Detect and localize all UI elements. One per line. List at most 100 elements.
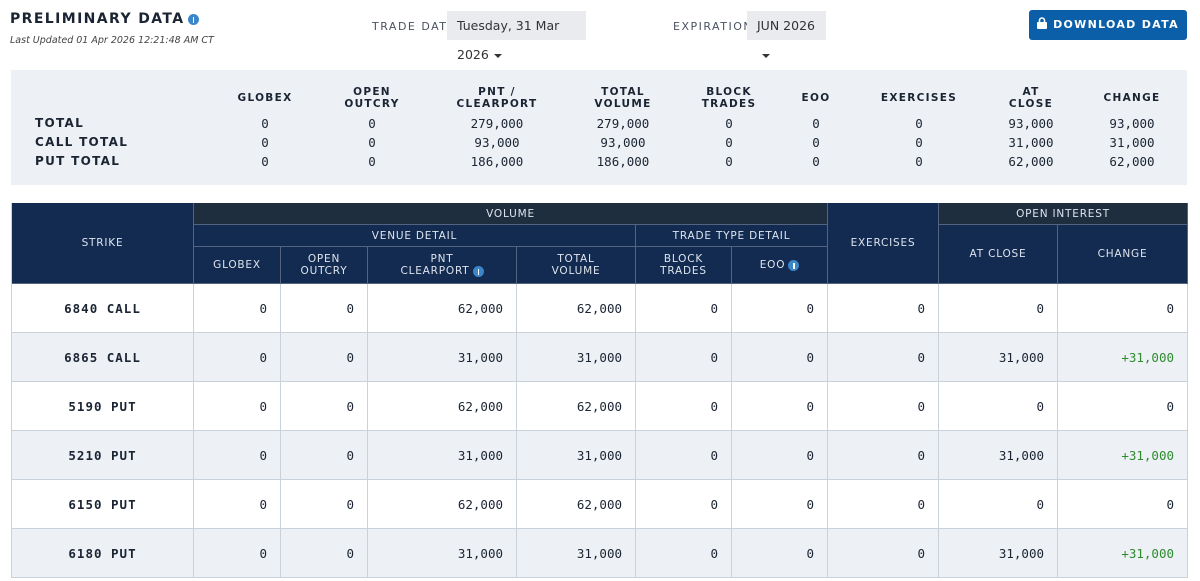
value-cell: 62,000	[368, 284, 517, 333]
header-line: TOTAL	[557, 253, 594, 265]
summary-value: 93,000	[1008, 116, 1054, 131]
value-cell: +31,000	[1058, 529, 1188, 578]
column-header: TOTAL VOLUME	[517, 247, 636, 284]
open-interest-header: OPEN INTEREST	[939, 203, 1188, 225]
summary-value: 0	[261, 116, 269, 131]
exercises-header: EXERCISES	[828, 203, 939, 284]
header-line: VOLUME	[594, 98, 652, 110]
value-cell: 0	[281, 529, 368, 578]
strike-cell: 6150 PUT	[12, 480, 194, 529]
value-cell: +31,000	[1058, 431, 1188, 480]
summary-value: 0	[812, 116, 820, 131]
summary-value: 31,000	[1008, 135, 1054, 150]
lock-icon	[1037, 17, 1048, 29]
column-header: EOO	[732, 247, 828, 284]
header-text: TOTAL	[557, 253, 595, 265]
summary-value: 0	[368, 116, 376, 131]
value-cell: 0	[636, 431, 732, 480]
value-cell: 31,000	[939, 431, 1058, 480]
value-cell: 0	[828, 431, 939, 480]
value-cell: 31,000	[368, 333, 517, 382]
value-cell: 0	[828, 529, 939, 578]
header-line: AT CLOSE	[970, 248, 1027, 260]
header-line: GLOBEX	[213, 259, 261, 271]
value-cell: 0	[732, 480, 828, 529]
column-header: OPEN OUTCRY	[281, 247, 368, 284]
summary-value: 62,000	[1109, 154, 1155, 169]
summary-value: 93,000	[1109, 116, 1155, 131]
value-cell: 0	[636, 382, 732, 431]
strike-header: STRIKE	[12, 203, 194, 284]
value-cell: 0	[194, 284, 281, 333]
value-cell: 31,000	[939, 529, 1058, 578]
summary-value: 0	[725, 116, 733, 131]
value-cell: 0	[281, 480, 368, 529]
value-cell: 0	[194, 480, 281, 529]
header-text: EOO	[759, 259, 786, 271]
summary-value: 0	[915, 135, 923, 150]
summary-value: 93,000	[600, 135, 646, 150]
header-line: AT	[1022, 86, 1040, 98]
summary-value: 0	[725, 154, 733, 169]
summary-column-header: CHANGE	[1077, 92, 1187, 104]
value-cell: 0	[732, 431, 828, 480]
value-cell: 0	[194, 529, 281, 578]
strike-cell: 5190 PUT	[12, 382, 194, 431]
header-line: OPEN	[308, 253, 340, 265]
summary-column-header: GLOBEX	[210, 92, 320, 104]
summary-value: 0	[725, 135, 733, 150]
trade-date-dropdown[interactable]: Tuesday, 31 Mar 2026	[447, 11, 586, 62]
value-cell: +31,000	[1058, 333, 1188, 382]
value-cell: 31,000	[517, 333, 636, 382]
value-cell: 0	[1058, 382, 1188, 431]
header-line: PNT	[430, 253, 453, 265]
header-text: BLOCK	[663, 253, 704, 265]
value-cell: 0	[939, 284, 1058, 333]
strike-cell: 5210 PUT	[12, 431, 194, 480]
info-icon[interactable]	[187, 13, 199, 25]
summary-value: 186,000	[470, 154, 524, 169]
summary-value: 0	[368, 135, 376, 150]
header-line: GLOBEX	[237, 92, 293, 104]
value-cell: 62,000	[368, 382, 517, 431]
summary-row-label: CALL TOTAL	[35, 135, 129, 149]
header-text: VOLUME	[551, 265, 601, 277]
value-cell: 0	[194, 431, 281, 480]
summary-value: 93,000	[474, 135, 520, 150]
summary-value: 186,000	[596, 154, 650, 169]
summary-row-label: TOTAL	[35, 116, 85, 130]
last-updated: Last Updated 01 Apr 2026 12:21:48 AM CT	[10, 35, 214, 46]
value-cell: 0	[939, 480, 1058, 529]
header-line: VOLUME	[552, 265, 601, 277]
expiration: JUN 2026	[757, 18, 815, 33]
caret	[493, 53, 502, 58]
strike-cell: 6180 PUT	[12, 529, 194, 578]
value-cell: 0	[828, 480, 939, 529]
summary-value: 0	[261, 154, 269, 169]
header-line: OUTCRY	[344, 98, 400, 110]
value-cell: 0	[636, 284, 732, 333]
value-cell: 0	[636, 529, 732, 578]
trade-type-detail-header: TRADE TYPE DETAIL	[636, 225, 828, 247]
strike-cell: 6840 CALL	[12, 284, 194, 333]
summary-value: 0	[915, 154, 923, 169]
header-line: CLOSE	[1008, 98, 1054, 110]
value-cell: 0	[281, 431, 368, 480]
header-line: TRADES	[660, 265, 707, 277]
header-line: TRADES	[701, 98, 757, 110]
download-button[interactable]: DOWNLOAD DATA	[1029, 10, 1187, 40]
value-cell: 0	[828, 382, 939, 431]
header-text: OPEN	[307, 253, 341, 265]
column-header: GLOBEX	[194, 247, 281, 284]
trade-date: Tuesday, 31 Mar 2026	[457, 18, 560, 62]
column-header: BLOCK TRADES	[636, 247, 732, 284]
info-icon[interactable]	[788, 259, 800, 271]
expiration-dropdown[interactable]: JUN 2026	[747, 11, 826, 58]
value-cell: 0	[194, 382, 281, 431]
header-line: CLEARPORT	[400, 265, 484, 277]
value-cell: 31,000	[368, 529, 517, 578]
header-line: EOO	[760, 259, 800, 271]
volume-header: VOLUME	[194, 203, 828, 225]
info-icon[interactable]	[472, 265, 484, 277]
